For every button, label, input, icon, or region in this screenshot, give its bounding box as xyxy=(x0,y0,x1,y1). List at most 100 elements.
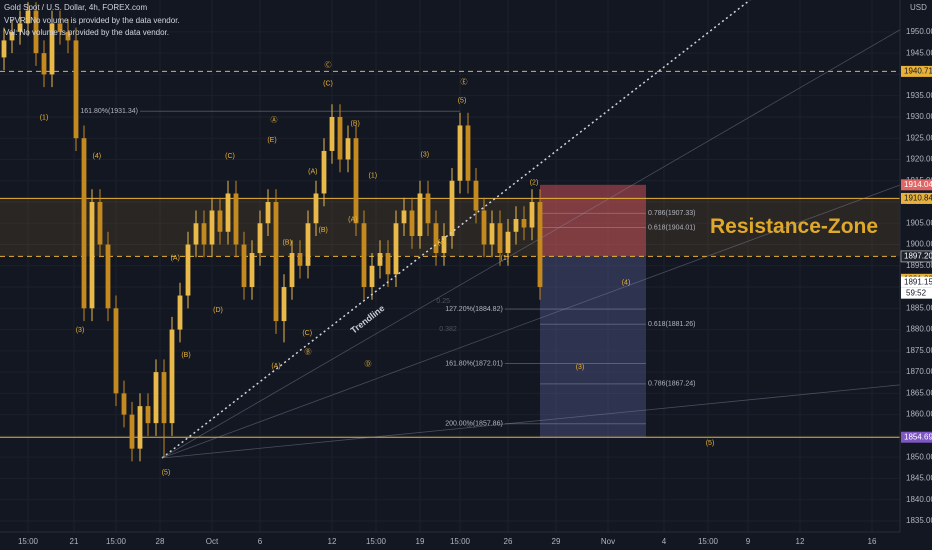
y-tick-label: 1880.00 xyxy=(906,325,932,334)
x-tick-label: Oct xyxy=(206,537,219,546)
candle-body xyxy=(537,201,543,288)
candle-body xyxy=(465,125,471,181)
wave-label: (B) xyxy=(181,352,190,359)
fib-label: 161.80%(1872.01) xyxy=(445,360,503,367)
x-tick-label: 9 xyxy=(746,537,751,546)
candle-body xyxy=(449,180,455,237)
y-tick-label: 1895.00 xyxy=(906,261,932,270)
price-tag-label: 1897.20 xyxy=(904,252,932,261)
candle-body xyxy=(353,138,359,224)
y-tick-label: 1835.00 xyxy=(906,516,932,525)
candle-body xyxy=(89,201,95,309)
wave-label: (5) xyxy=(458,98,467,105)
trend-line xyxy=(161,0,751,459)
price-tag-label: 1940.71 xyxy=(904,67,932,76)
price-tag xyxy=(901,276,932,288)
candle-body xyxy=(201,223,207,245)
y-tick-label: 1840.00 xyxy=(906,495,932,504)
y-tick-label: 1945.00 xyxy=(906,48,932,57)
candle-body xyxy=(209,210,215,245)
candle-body xyxy=(33,10,39,54)
fib-label: 0.618(1881.26) xyxy=(648,321,695,328)
candle-body xyxy=(233,193,239,245)
candle-body xyxy=(305,223,311,266)
candle-body xyxy=(329,116,335,151)
x-tick-label: 12 xyxy=(328,537,337,546)
candle-body xyxy=(265,201,271,224)
chart-title: Gold Spot / U.S. Dollar, 4h, FOREX.com xyxy=(4,3,148,12)
candle-body xyxy=(1,40,7,58)
wave-label: (1) xyxy=(40,115,49,122)
candle-body xyxy=(129,414,135,449)
fan-label: 0.382 xyxy=(439,326,457,333)
price-tag-label: 1891.15 xyxy=(904,277,932,286)
y-tick-label: 1860.00 xyxy=(906,410,932,419)
wave-label: (5) xyxy=(162,470,171,477)
fib-label: 0.618(1904.01) xyxy=(648,224,695,231)
candle-body xyxy=(489,223,495,245)
fib-label: 127.20%(1884.82) xyxy=(445,306,503,313)
candle-body xyxy=(249,253,255,288)
y-tick-label: 1905.00 xyxy=(906,218,932,227)
axes: 1835.001840.001845.001850.001855.001860.… xyxy=(18,27,932,546)
wave-label: Ⓑ xyxy=(305,348,312,356)
fan-label: 0/1 xyxy=(466,423,476,430)
candle-body xyxy=(433,223,439,254)
candle-body xyxy=(529,201,535,228)
wave-label: (A) xyxy=(171,255,180,262)
candle-body xyxy=(313,193,319,224)
wave-label: (1) xyxy=(501,255,510,262)
x-tick-label: 21 xyxy=(70,537,79,546)
candle-body xyxy=(41,53,47,75)
wave-label: (1) xyxy=(369,172,378,179)
y-tick-label: 1885.00 xyxy=(906,303,932,312)
fib-label: 161.80%(1931.34) xyxy=(80,108,138,115)
price-tag-label: 1914.04 xyxy=(904,180,932,189)
fan-label: 0.25 xyxy=(436,298,450,305)
fib-label: 200.00%(1857.86) xyxy=(445,421,503,428)
x-tick-label: Nov xyxy=(601,537,615,546)
wave-label: Ⓓ xyxy=(365,360,372,368)
wave-label: (C) xyxy=(225,153,235,160)
candle-body xyxy=(337,116,343,160)
candle-body xyxy=(481,210,487,245)
price-tag xyxy=(900,250,932,263)
candle-body xyxy=(297,253,303,266)
wave-label: (B) xyxy=(319,227,328,234)
candle-body xyxy=(513,219,519,232)
candle-body xyxy=(521,219,527,228)
y-tick-label: 1920.00 xyxy=(906,155,932,164)
fib-label: 0.786(1867.24) xyxy=(648,381,695,388)
candle-body xyxy=(193,223,199,245)
candle-body xyxy=(441,236,447,254)
target-zone xyxy=(540,256,646,438)
trend-line xyxy=(161,384,901,459)
candle-body xyxy=(25,10,31,24)
x-tick-label: 6 xyxy=(258,537,263,546)
wave-label: (A) xyxy=(348,217,357,224)
candle-body xyxy=(377,253,383,266)
candle-body xyxy=(225,193,231,232)
wave-label: (C) xyxy=(302,330,312,337)
candle-body xyxy=(361,223,367,288)
candle-body xyxy=(321,150,327,194)
zone-label: Resistance-Zone xyxy=(710,215,878,238)
candle-body xyxy=(217,210,223,232)
trend-line xyxy=(161,29,901,459)
x-tick-label: 29 xyxy=(552,537,561,546)
candle-body xyxy=(145,406,151,424)
x-tick-label: 15:00 xyxy=(106,537,127,546)
x-tick-label: 15:00 xyxy=(18,537,39,546)
price-tag xyxy=(901,179,932,191)
y-tick-label: 1900.00 xyxy=(906,240,932,249)
x-tick-label: 15:00 xyxy=(698,537,719,546)
candle-body xyxy=(289,253,295,288)
y-axis-label: USD xyxy=(910,3,927,12)
x-tick-label: 19 xyxy=(416,537,425,546)
price-tag xyxy=(901,192,932,204)
wave-label: (A) xyxy=(271,363,280,370)
subtitle: VPVR: No volume is provided by the data … xyxy=(4,16,180,25)
wave-label: (3) xyxy=(76,327,85,334)
candle-body xyxy=(185,244,191,296)
